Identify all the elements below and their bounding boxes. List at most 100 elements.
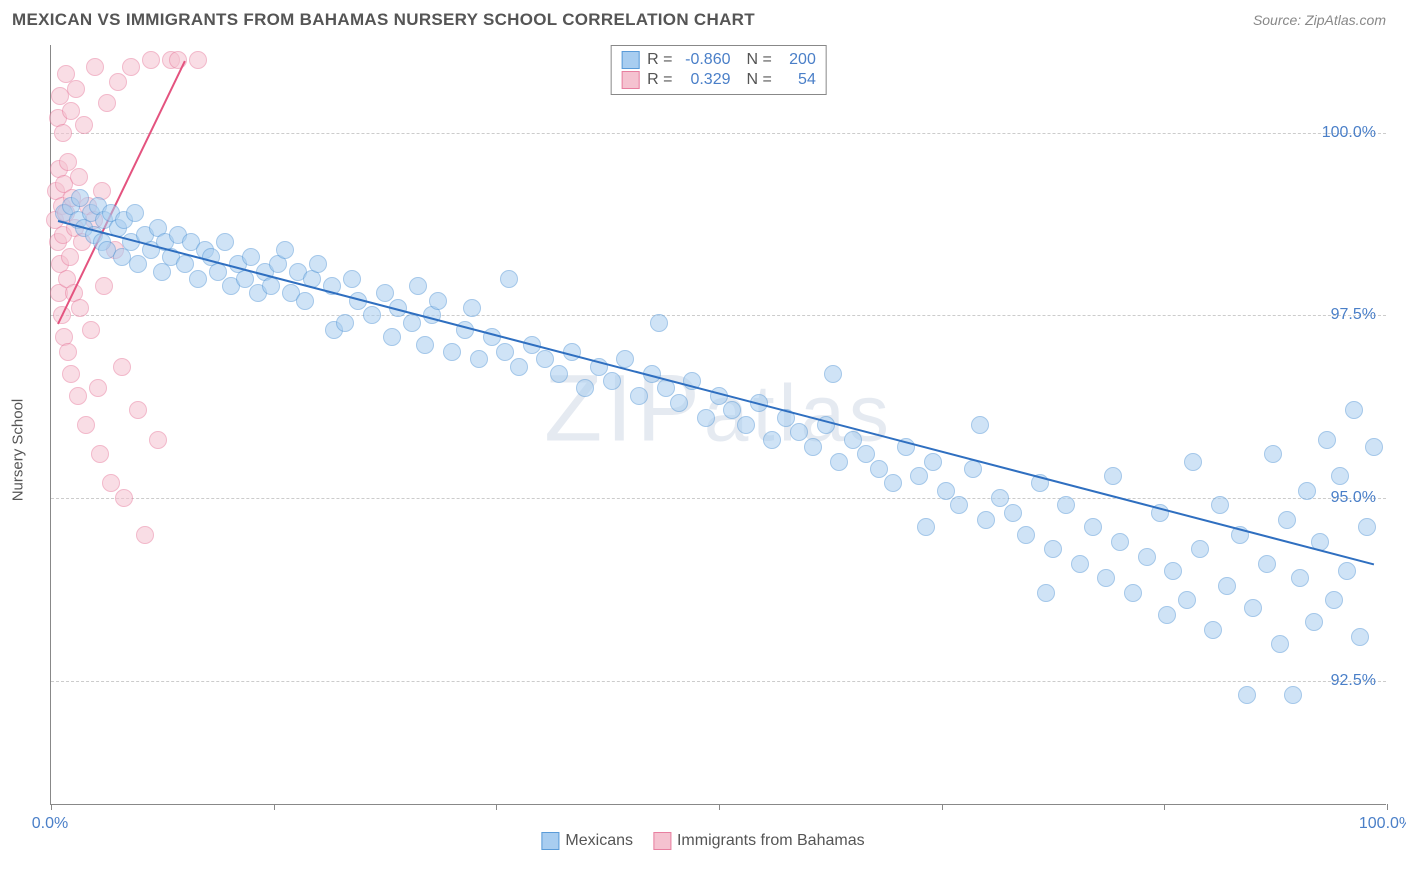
data-point [1017,526,1035,544]
data-point [126,204,144,222]
y-tick-label: 95.0% [1331,489,1376,507]
data-point [75,116,93,134]
data-point [62,365,80,383]
data-point [550,365,568,383]
data-point [1291,569,1309,587]
data-point [1138,548,1156,566]
data-point [113,358,131,376]
data-point [830,453,848,471]
data-point [69,387,87,405]
plot-area: ZIPatlas R =-0.860N =200R =0.329N =54 92… [50,45,1386,805]
data-point [950,496,968,514]
data-point [1164,562,1182,580]
data-point [1184,453,1202,471]
legend-label: Mexicans [565,832,633,850]
data-point [991,489,1009,507]
data-point [1278,511,1296,529]
data-point [149,431,167,449]
x-tick [719,804,720,810]
stats-legend-box: R =-0.860N =200R =0.329N =54 [610,45,827,95]
data-point [650,314,668,332]
data-point [67,80,85,98]
data-point [363,306,381,324]
data-point [1298,482,1316,500]
data-point [737,416,755,434]
data-point [1351,628,1369,646]
x-tick [496,804,497,810]
data-point [470,350,488,368]
grid-line [51,681,1386,682]
data-point [309,255,327,273]
source-label: Source: [1253,12,1305,28]
data-point [1318,431,1336,449]
data-point [296,292,314,310]
stats-r-value: 0.329 [681,71,731,89]
stats-r-label: R = [647,71,672,89]
grid-line [51,315,1386,316]
grid-line [51,498,1386,499]
legend-swatch [621,51,639,69]
data-point [937,482,955,500]
data-point [82,321,100,339]
data-point [1084,518,1102,536]
data-point [1057,496,1075,514]
data-point [95,277,113,295]
data-point [463,299,481,317]
data-point [1305,613,1323,631]
data-point [1331,467,1349,485]
data-point [500,270,518,288]
data-point [1044,540,1062,558]
data-point [1218,577,1236,595]
data-point [1244,599,1262,617]
data-point [189,270,207,288]
x-tick [274,804,275,810]
legend-label: Immigrants from Bahamas [677,832,865,850]
legend-item: Mexicans [541,832,633,850]
y-tick-label: 100.0% [1322,124,1376,142]
data-point [89,379,107,397]
data-point [971,416,989,434]
data-point [790,423,808,441]
y-tick-label: 97.5% [1331,306,1376,324]
x-tick-label: 100.0% [1359,815,1406,833]
data-point [59,343,77,361]
x-tick [942,804,943,810]
data-point [86,58,104,76]
trend-line [57,220,1373,565]
data-point [276,241,294,259]
data-point [977,511,995,529]
x-tick [1164,804,1165,810]
data-point [1338,562,1356,580]
data-point [510,358,528,376]
data-point [1365,438,1383,456]
stats-row: R =0.329N =54 [621,70,816,90]
source-name: ZipAtlas.com [1305,12,1386,28]
data-point [102,474,120,492]
data-point [242,248,260,266]
data-point [129,401,147,419]
data-point [109,73,127,91]
data-point [857,445,875,463]
legend-swatch [541,832,559,850]
data-point [62,102,80,120]
data-point [429,292,447,310]
data-point [91,445,109,463]
data-point [1124,584,1142,602]
data-point [61,248,79,266]
data-point [576,379,594,397]
grid-line [51,133,1386,134]
data-point [343,270,361,288]
data-point [1258,555,1276,573]
stats-n-value: 54 [780,71,816,89]
data-point [336,314,354,332]
data-point [603,372,621,390]
x-tick [51,804,52,810]
chart-header: MEXICAN VS IMMIGRANTS FROM BAHAMAS NURSE… [0,0,1406,35]
x-tick-label: 0.0% [32,815,68,833]
stats-row: R =-0.860N =200 [621,50,816,70]
data-point [1158,606,1176,624]
data-point [142,51,160,69]
data-point [1238,686,1256,704]
data-point [870,460,888,478]
data-point [383,328,401,346]
